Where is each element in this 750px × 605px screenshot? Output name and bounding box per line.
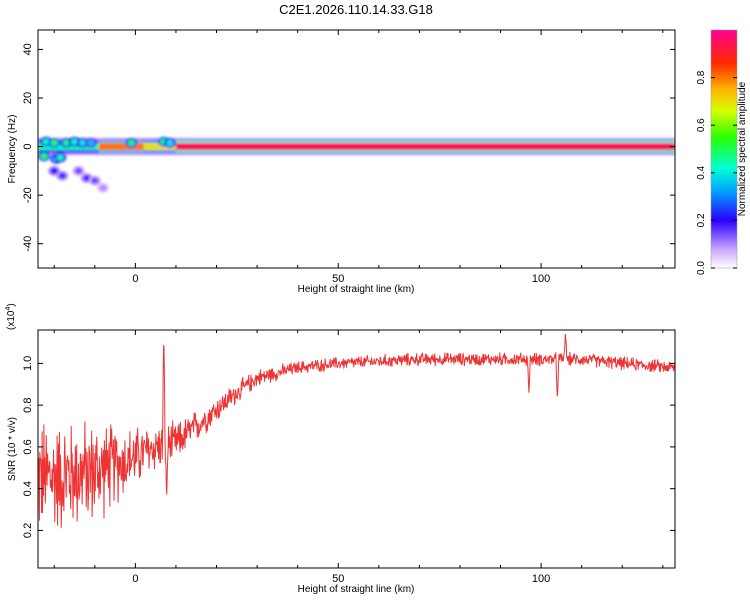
spectral-blob: [127, 139, 135, 146]
snr-y-tick-label: 1.0: [22, 356, 34, 371]
svg-text:(x104): (x104): [5, 303, 17, 330]
spectral-blob: [75, 167, 83, 174]
colorbar-label: Normalized spectral amplitude: [737, 81, 748, 216]
colorbar-tick-label: 0.4: [696, 165, 707, 179]
snr-y-label: SNR (10 * v/v): [7, 417, 18, 481]
spectrogram-y-tick-label: 0: [22, 144, 34, 150]
spectrogram-x-axis: 0 50 100: [53, 30, 664, 285]
snr-panel: 1.0 0.8 0.6 0.4 0.2 0 50 100 SNR (10 * v/v) (x…: [5, 303, 676, 595]
spectrogram-y-label: Frequency (Hz): [7, 115, 18, 184]
spectrogram-y-axis: 40 20 0 -20 -40: [22, 43, 675, 252]
spectral-blob: [50, 139, 58, 146]
snr-series-line: [38, 333, 675, 529]
spectral-blob: [91, 177, 99, 184]
snr-multiplier-close: ): [6, 303, 17, 306]
snr-frame: [37, 329, 676, 569]
snr-multiplier-exponent: 4: [5, 307, 12, 311]
snr-y-tick-label: 0.2: [22, 523, 34, 538]
spectrogram-x-label: Height of straight line (km): [298, 284, 415, 295]
spectrogram-y-tick-label: 40: [22, 43, 34, 55]
band-core: [98, 142, 144, 151]
spectral-blob: [79, 139, 87, 146]
spectrogram-cells: [38, 136, 675, 193]
spectral-blob: [40, 153, 48, 160]
band-core: [143, 142, 176, 151]
colorbar: 0.0 0.2 0.4 0.6 0.8 Normalized spectral ampl…: [696, 29, 748, 275]
snr-y-tick-label: 0.6: [22, 439, 34, 454]
spectrogram-panel: 40 20 0 -20 -40 0 50 100 Frequency (Hz) Height…: [7, 29, 676, 295]
spectrogram-x-tick-label: 50: [332, 273, 344, 285]
spectral-blob: [99, 184, 107, 191]
snr-x-axis: 0 50 100: [53, 330, 664, 585]
colorbar-tick-label: 0.8: [696, 70, 707, 84]
spectral-blob: [56, 154, 64, 161]
band-core: [175, 142, 675, 151]
spectrogram-x-tick-label: 0: [132, 273, 138, 285]
spectrogram-data: [38, 136, 675, 193]
snr-x-tick-label: 100: [532, 573, 550, 585]
snr-x-tick-label: 0: [132, 573, 138, 585]
spectral-blob: [62, 139, 70, 146]
snr-y-tick-label: 0.4: [22, 481, 34, 496]
spectral-blob: [166, 139, 174, 146]
spectrogram-y-tick-label: -20: [22, 187, 34, 203]
spectral-blob: [50, 167, 58, 174]
spectrogram-y-tick-label: -40: [22, 236, 34, 252]
colorbar-tick-label: 0.6: [696, 118, 707, 132]
spectrogram-frame: [37, 29, 676, 269]
snr-y-axis: 1.0 0.8 0.6 0.4 0.2: [22, 356, 675, 538]
spectral-blob: [42, 138, 50, 145]
spectral-blob: [71, 138, 79, 145]
spectral-blob: [58, 172, 66, 179]
spectrogram-y-tick-label: 20: [22, 92, 34, 104]
snr-plot-area: [38, 333, 675, 529]
colorbar-tick-label: 0.2: [696, 213, 707, 227]
colorbar-ticks: 0.0 0.2 0.4 0.6 0.8: [696, 70, 737, 275]
snr-x-label: Height of straight line (km): [298, 584, 415, 595]
snr-multiplier-base: (x10: [6, 310, 17, 330]
snr-x-tick-label: 50: [332, 573, 344, 585]
figure-title: C2E1.2026.110.14.33.G18: [279, 2, 433, 17]
snr-y-multiplier: (x104): [5, 303, 17, 330]
spectral-blob: [87, 139, 95, 146]
spectrogram-x-tick-label: 100: [532, 273, 550, 285]
snr-y-tick-label: 0.8: [22, 398, 34, 413]
colorbar-scale: [710, 29, 738, 269]
spectral-blob: [83, 175, 91, 182]
colorbar-tick-label: 0.0: [696, 261, 707, 275]
